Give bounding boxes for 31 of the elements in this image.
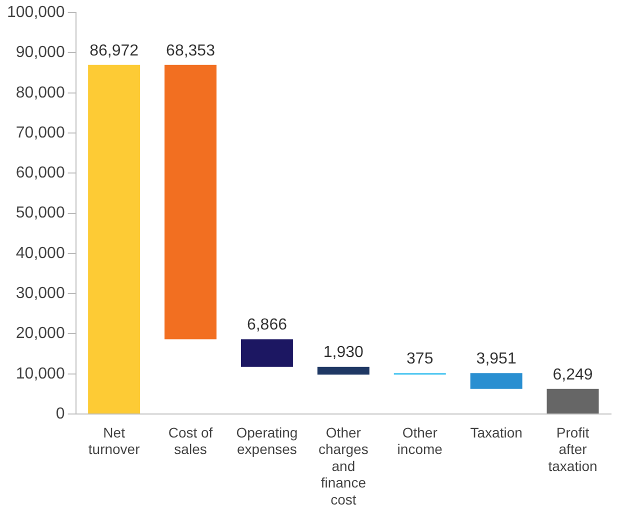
y-tick-label: 20,000 [16,325,65,342]
x-tick-label: Net turnover [88,424,140,458]
data-label: 3,951 [476,350,516,368]
x-tick-label: Profit after taxation [548,424,598,474]
bar [164,64,217,340]
bar [88,64,140,414]
x-tick-label: Other income [397,424,443,458]
data-label: 375 [406,350,434,368]
x-tick-label: Operating expenses [236,424,298,458]
data-label: 1,930 [323,344,364,362]
y-tick-label: 100,000 [6,4,65,22]
x-tick-label: Taxation [470,424,522,440]
y-tick-label: 40,000 [16,244,65,262]
y-tick-label: 70,000 [16,124,65,142]
y-tick-label: 80,000 [16,84,65,102]
data-label: 6,249 [552,366,593,384]
y-tick-label: 60,000 [16,164,65,182]
x-tick-label: Cost of sales [168,424,213,458]
bar [546,388,599,414]
data-label: 6,866 [246,316,288,334]
bar [470,373,522,389]
x-tick-label: Other charges and finance cost [318,424,368,508]
data-label: 86,972 [90,42,139,60]
y-tick-label: 0 [56,405,65,422]
y-tick-label: 30,000 [16,284,65,302]
bar [240,339,293,367]
y-tick-label: 50,000 [16,204,65,222]
y-tick-label: 90,000 [16,44,65,62]
data-label: 68,353 [166,42,216,60]
bar [317,366,370,375]
y-tick-label: 10,000 [16,365,65,382]
